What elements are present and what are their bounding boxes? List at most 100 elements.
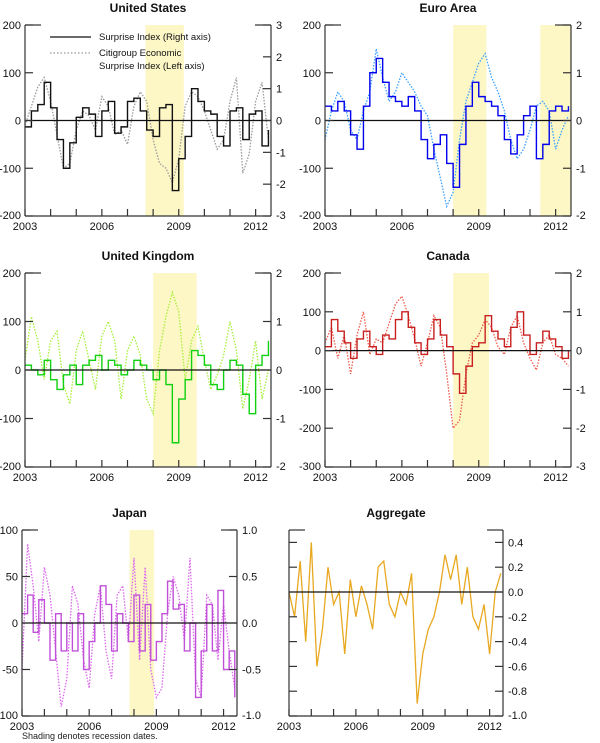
right-axis-tick-label: 0.0 [242, 618, 257, 630]
x-axis-tick-label: 2012 [243, 472, 267, 484]
x-axis-tick-label: 2006 [77, 721, 101, 733]
left-axis-tick-label: -100 [0, 710, 18, 722]
left-axis-tick-label: 0 [315, 116, 321, 128]
right-axis-tick-label: -0.5 [242, 665, 261, 677]
chart-panel-aggregate: Aggregate -1.0 -0.8 -0.6 -0.4 -0.2 0.0 0.2 0.4 20… [277, 506, 527, 733]
chart-title: Canada [426, 249, 470, 263]
right-axis-tick-label: 0.4 [508, 537, 523, 549]
right-axis-tick-label: -1 [576, 384, 586, 396]
series-line-surprise-index [25, 340, 270, 444]
right-axis-tick-label: 0 [576, 346, 582, 358]
chart-title: United Kingdom [102, 249, 195, 263]
right-axis-tick-label: 2 [276, 268, 282, 280]
right-axis-tick-label: -2 [576, 423, 586, 435]
series-line-surprise-index [325, 57, 570, 189]
right-axis-tick-label: 2 [276, 52, 282, 64]
right-axis-tick-label: 0 [276, 116, 282, 128]
left-axis-tick-label: -200 [299, 210, 321, 222]
right-axis-tick-label: 1 [276, 317, 282, 329]
right-axis-tick-label: -1 [276, 414, 286, 426]
recession-shading [453, 273, 489, 467]
chart-title: Aggregate [366, 506, 426, 520]
right-axis-tick-label: -2 [276, 461, 286, 473]
right-axis-tick-label: -3 [276, 210, 286, 222]
left-axis-tick-label: 200 [303, 20, 321, 32]
x-axis-tick-label: 2003 [13, 221, 37, 233]
left-axis-tick-label: -300 [299, 461, 321, 473]
right-axis-tick-label: 2 [576, 268, 582, 280]
x-axis-tick-label: 2009 [411, 721, 435, 733]
left-axis-tick-label: 100 [303, 307, 321, 319]
left-axis-tick-label: 100 [3, 68, 21, 80]
right-axis-tick-label: 0.0 [508, 587, 523, 599]
right-axis-tick-label: -2 [276, 179, 286, 191]
left-axis-tick-label: 100 [3, 317, 21, 329]
x-axis-tick-label: 2003 [313, 221, 337, 233]
left-axis-tick-label: -200 [299, 423, 321, 435]
chart-panel-canada: Canada -300 -200 -100 0 100 200 -3 -2 -1 0 1 2 2003 20… [299, 249, 586, 484]
x-axis-tick-label: 2009 [167, 472, 191, 484]
x-axis-tick-label: 2006 [390, 472, 414, 484]
left-axis-tick-label: -50 [2, 665, 18, 677]
x-axis-tick-label: 2012 [211, 721, 235, 733]
left-axis-tick-label: 200 [3, 20, 21, 32]
x-axis-tick-label: 2003 [10, 721, 34, 733]
right-axis-tick-label: -3 [576, 461, 586, 473]
right-axis-tick-label: -0.2 [508, 612, 527, 624]
chart-panel-euro-area: Euro Area -200 -100 0 100 200 -2 -1 0 1 2 2003 2006 2… [299, 1, 586, 233]
legend: Surprise Index (Right axis) Citigroup Eco… [50, 32, 211, 72]
right-axis-tick-label: -0.4 [508, 637, 527, 649]
right-axis-tick-label: -1.0 [508, 710, 527, 722]
series-line-citigroup [24, 75, 270, 185]
x-axis-tick-label: 2003 [277, 721, 301, 733]
chart-panel-japan: Japan -100 -50 0 50 100 -1.0 -0.5 0.0 0.5 1.0 2003 2… [0, 506, 261, 733]
right-axis-tick-label: 1 [276, 84, 282, 96]
series-line-citigroup [324, 48, 570, 209]
right-axis-tick-label: -1 [276, 147, 286, 159]
right-axis-tick-label: 0 [576, 116, 582, 128]
chart-title: United States [110, 1, 187, 15]
chart-panel-united-states: United States -200 -100 0 100 200 -3 -2 -1 0 1 2 3 20… [0, 1, 286, 233]
legend-label: Citigroup Economic [99, 48, 182, 59]
series-line-citigroup [24, 290, 270, 417]
x-axis-tick-label: 2012 [477, 721, 501, 733]
series-line-surprise-index [25, 81, 270, 192]
right-axis-tick-label: 1.0 [242, 525, 257, 537]
chart-panel-united-kingdom: United Kingdom -200 -100 0 100 200 -2 -1 0 1 2 2003… [0, 249, 286, 484]
left-axis-tick-label: 100 [0, 525, 18, 537]
right-axis-tick-label: -1.0 [242, 710, 261, 722]
series-line-citigroup [324, 294, 569, 430]
x-axis-tick-label: 2009 [467, 221, 491, 233]
x-axis-tick-label: 2006 [344, 721, 368, 733]
legend-label: Surprise Index (Right axis) [99, 32, 211, 43]
right-axis-tick-label: 2 [576, 20, 582, 32]
x-axis-tick-label: 2009 [467, 472, 491, 484]
series-line-surprise-index [288, 542, 502, 704]
left-axis-tick-label: 50 [6, 572, 18, 584]
right-axis-tick-label: -2 [576, 210, 586, 222]
chart-title: Japan [112, 506, 147, 520]
left-axis-tick-label: -100 [0, 414, 21, 426]
left-axis-tick-label: 0 [15, 116, 21, 128]
right-axis-tick-label: 0.5 [242, 572, 257, 584]
right-axis-tick-label: -1 [576, 163, 586, 175]
right-axis-tick-label: 0.2 [508, 562, 523, 574]
left-axis-tick-label: -100 [299, 163, 321, 175]
left-axis-tick-label: 200 [3, 268, 21, 280]
left-axis-tick-label: 0 [315, 346, 321, 358]
x-axis-tick-label: 2009 [144, 721, 168, 733]
x-axis-tick-label: 2003 [313, 472, 337, 484]
right-axis-tick-label: -0.8 [508, 686, 527, 698]
x-axis-tick-label: 2012 [243, 221, 267, 233]
x-axis-tick-label: 2006 [90, 472, 114, 484]
series-line-surprise-index [325, 311, 570, 394]
left-axis-tick-label: 0 [15, 365, 21, 377]
left-axis-tick-label: -200 [0, 461, 21, 473]
left-axis-tick-label: 100 [303, 68, 321, 80]
left-axis-tick-label: -200 [0, 210, 21, 222]
legend-label: Surprise Index (Left axis) [99, 61, 205, 72]
footnote: Shading denotes recession dates. [22, 731, 158, 741]
x-axis-tick-label: 2012 [543, 472, 567, 484]
chart-title: Euro Area [420, 1, 477, 15]
